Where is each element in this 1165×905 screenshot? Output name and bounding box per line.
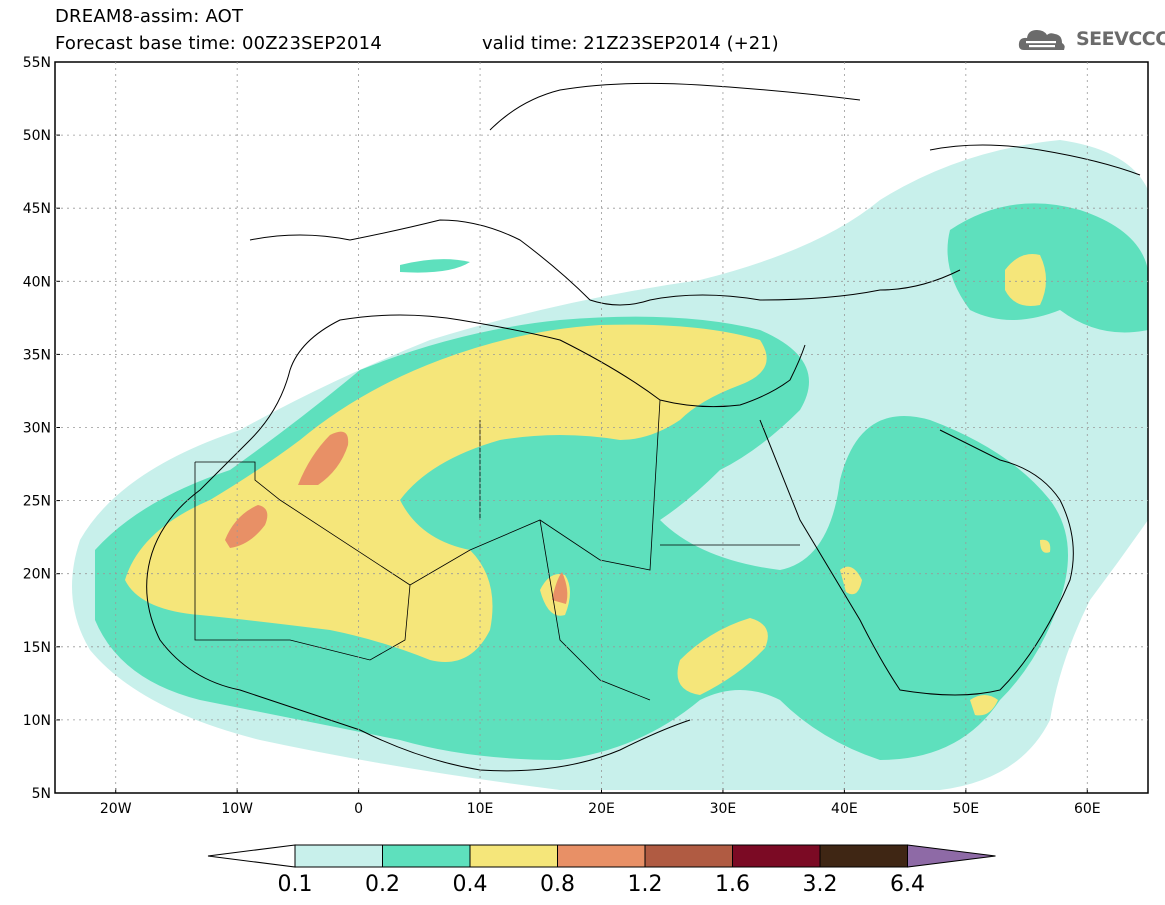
forecast-base-time: Forecast base time: 00Z23SEP2014 [55,33,382,54]
colorbar: 0.1 0.2 0.4 0.8 1.2 1.6 3.2 6.4 [207,844,996,897]
colorbar-segment [644,844,733,868]
colorbar-under-triangle [207,844,296,868]
lon-label: 20W [100,801,132,817]
lat-label: 25N [23,494,51,510]
colorbar-segment [469,844,558,868]
cloud-icon [1018,30,1065,50]
lon-label: 10W [221,801,253,817]
colorbar-segment [294,844,383,868]
lon-label: 40E [831,801,858,817]
colorbar-segment [819,844,908,868]
colorbar-over-triangle [907,844,996,868]
colorbar-segment [557,844,646,868]
lat-label: 40N [23,274,51,290]
gridlines [55,62,1148,793]
country-borders [194,399,800,701]
lon-label: 60E [1074,801,1101,817]
lat-label: 5N [32,786,51,802]
lat-label: 35N [23,347,51,363]
chart-title: DREAM8-assim: AOT [55,6,244,27]
coastlines [146,82,1141,772]
colorbar-label: 0.8 [540,872,575,897]
lat-label: 50N [23,128,51,144]
lat-label: 20N [23,567,51,583]
longitude-axis: 20W 10W 0 10E 20E 30E 40E 50E 60E [100,788,1101,817]
colorbar-label: 1.6 [715,872,750,897]
logo-text: SEEVCCC [1076,28,1165,50]
lat-label: 45N [23,201,51,217]
colorbar-label: 0.4 [453,872,488,897]
colorbar-segment [382,844,471,868]
colorbar-segment [732,844,821,868]
colorbar-label: 6.4 [890,872,925,897]
lon-label: 0 [354,801,363,817]
colorbar-label: 0.2 [365,872,400,897]
lon-label: 20E [588,801,615,817]
aot-level-4 [225,431,568,604]
lat-label: 15N [23,640,51,656]
lat-label: 55N [23,55,51,71]
lat-label: 30N [23,421,51,437]
lat-label: 10N [23,713,51,729]
colorbar-label: 3.2 [803,872,838,897]
colorbar-label: 1.2 [628,872,663,897]
latitude-axis: 55N 50N 45N 40N 35N 30N 25N 20N 15N 10N 5N [23,55,60,802]
colorbar-label: 0.1 [278,872,313,897]
lon-label: 50E [952,801,979,817]
lon-label: 30E [710,801,737,817]
valid-time: valid time: 21Z23SEP2014 (+21) [482,33,779,54]
lon-label: 10E [467,801,494,817]
